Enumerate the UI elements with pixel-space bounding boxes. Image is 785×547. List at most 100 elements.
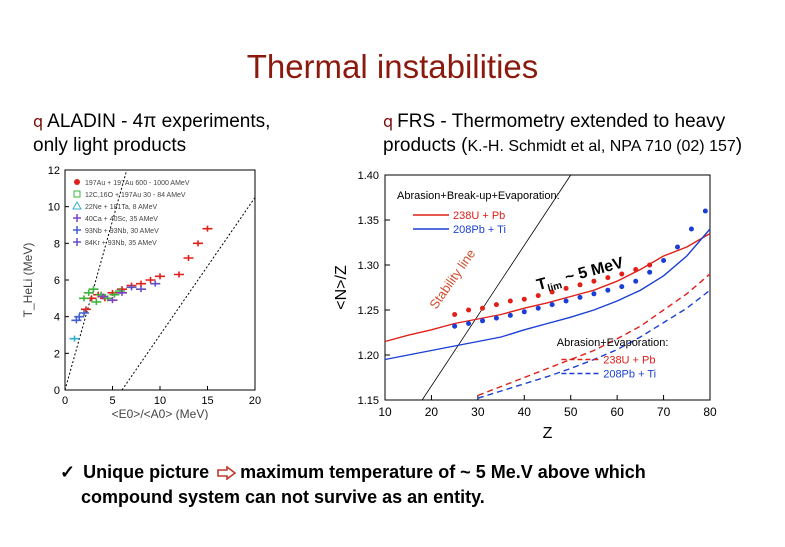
right-line-2: products (K.-H. Schmidt et al, NPA 710 (… <box>383 134 783 159</box>
left-line-1-text: ALADIN - 4π experiments, <box>47 111 271 132</box>
data-point <box>452 323 458 329</box>
x-tick-label: 20 <box>249 395 261 407</box>
data-point <box>647 269 653 275</box>
data-point <box>98 293 108 300</box>
data-point <box>174 271 184 278</box>
data-point <box>145 277 156 283</box>
data-point <box>507 298 513 304</box>
data-point <box>507 312 513 318</box>
data-point <box>452 312 458 317</box>
y-axis-label: T_HeLi (MeV) <box>21 243 35 318</box>
data-point <box>605 275 611 281</box>
data-point <box>193 240 203 247</box>
plot-frame <box>64 169 256 391</box>
reference-text: K.-H. Schmidt et al, NPA 710 (02) 157 <box>467 138 736 155</box>
x-tick-label: 5 <box>109 395 115 407</box>
series-line <box>384 232 711 343</box>
data-point <box>493 315 499 321</box>
data-point <box>71 317 82 324</box>
legend-label: 93Nb + 93Nb, 30 AMeV <box>85 228 159 235</box>
data-point <box>80 306 91 313</box>
x-tick-label: 80 <box>703 405 717 419</box>
data-point <box>83 289 94 296</box>
y-tick-label: 8 <box>54 238 60 250</box>
data-point <box>675 244 680 250</box>
y-tick-label: 1.25 <box>358 305 379 317</box>
data-point <box>493 302 499 308</box>
data-point <box>91 299 102 305</box>
data-point <box>480 318 485 324</box>
conclusion-text-a: Unique picture <box>83 462 210 482</box>
data-point <box>202 225 213 232</box>
data-point <box>107 297 118 304</box>
right-line-1-text: FRS - Thermometry extended to heavy <box>397 111 726 132</box>
legend-label: 84Kr + 93Nb, 35 AMeV <box>85 240 157 247</box>
data-point <box>69 335 80 342</box>
data-point <box>619 271 625 277</box>
arrow-right-icon <box>217 465 237 481</box>
frs-chart: 10 20 30 40 50 60 70 80 1.15 1.20 1.25 1.30 1.35 1.40… <box>333 170 717 442</box>
series-line <box>384 228 711 361</box>
data-point <box>647 262 653 268</box>
legend-label: 22Ne + 181Ta, 8 AMeV <box>85 204 158 211</box>
data-point <box>136 280 146 287</box>
x-axis-label: Z <box>543 425 553 442</box>
data-point <box>633 278 639 284</box>
data-point <box>109 291 120 298</box>
data-point <box>480 305 485 311</box>
data-point <box>688 226 694 232</box>
data-point <box>577 294 583 300</box>
data-point <box>591 278 597 284</box>
panel-bottom-label: Abrasion+Evaporation: <box>557 337 669 349</box>
data-point <box>466 307 472 313</box>
series-line <box>477 273 711 397</box>
plot-frame <box>384 174 711 401</box>
y-tick-label: 6 <box>54 275 60 287</box>
right-text-block: q FRS - Thermometry extended to heavy pro… <box>383 110 783 159</box>
bullet-icon: q <box>383 112 394 131</box>
y-tick-label: 1.20 <box>358 350 379 362</box>
bullet-icon: q <box>33 112 44 131</box>
left-text-block: q ALADIN - 4π experiments, only light pro… <box>33 110 353 158</box>
panel-top-label: Abrasion+Break-up+Evaporation: <box>397 190 560 202</box>
data-point <box>535 305 541 311</box>
data-point <box>74 313 85 320</box>
y-tick-label: 1.30 <box>358 260 379 272</box>
y-tick-label: 1.35 <box>358 215 379 227</box>
data-point <box>702 208 708 214</box>
data-point <box>605 287 611 293</box>
data-point <box>563 285 569 291</box>
data-point <box>661 258 667 263</box>
check-icon: ✓ <box>60 462 76 482</box>
aladin-chart: 0 5 10 15 20 0 2 4 6 8 10 12 <E0>/<A0> (MeV) T_HeLi (… <box>21 165 261 420</box>
stability-label: Stability line <box>426 246 478 311</box>
legend-label: 208Pb + Ti <box>453 224 506 236</box>
data-point <box>79 310 89 316</box>
x-tick-label: 40 <box>518 405 532 419</box>
guide-line <box>121 197 256 391</box>
legend-label: 197Au + 197Au 600 - 1000 AMeV <box>85 180 190 187</box>
data-point <box>79 295 89 302</box>
data-point <box>535 293 541 299</box>
x-tick-label: 60 <box>610 405 624 419</box>
tlim-annotation: Tlim~ 5 MeV <box>535 254 627 297</box>
legend-label: 238U + Pb <box>453 210 505 222</box>
stability-line <box>421 174 572 401</box>
y-tick-label: 0 <box>54 385 60 397</box>
x-tick-label: 70 <box>657 405 671 419</box>
right-line-2-text: products ( <box>383 135 468 156</box>
data-point <box>521 296 527 302</box>
x-tick-label: 15 <box>201 395 213 407</box>
data-point <box>117 289 127 296</box>
y-tick-label: 1.15 <box>358 395 379 407</box>
conclusion-line-2: compound system can not survive as an en… <box>81 487 485 507</box>
legend-marker <box>73 190 81 198</box>
data-point <box>155 273 165 280</box>
legend-marker <box>73 238 81 246</box>
y-tick-label: 2 <box>54 348 60 360</box>
legend-label: 40Ca + 40Sc, 35 AMeV <box>85 216 158 223</box>
x-tick-label: 30 <box>471 405 485 419</box>
y-tick-label: 4 <box>54 312 60 324</box>
x-tick-label: 50 <box>564 405 578 419</box>
y-tick-label: 12 <box>48 165 60 177</box>
